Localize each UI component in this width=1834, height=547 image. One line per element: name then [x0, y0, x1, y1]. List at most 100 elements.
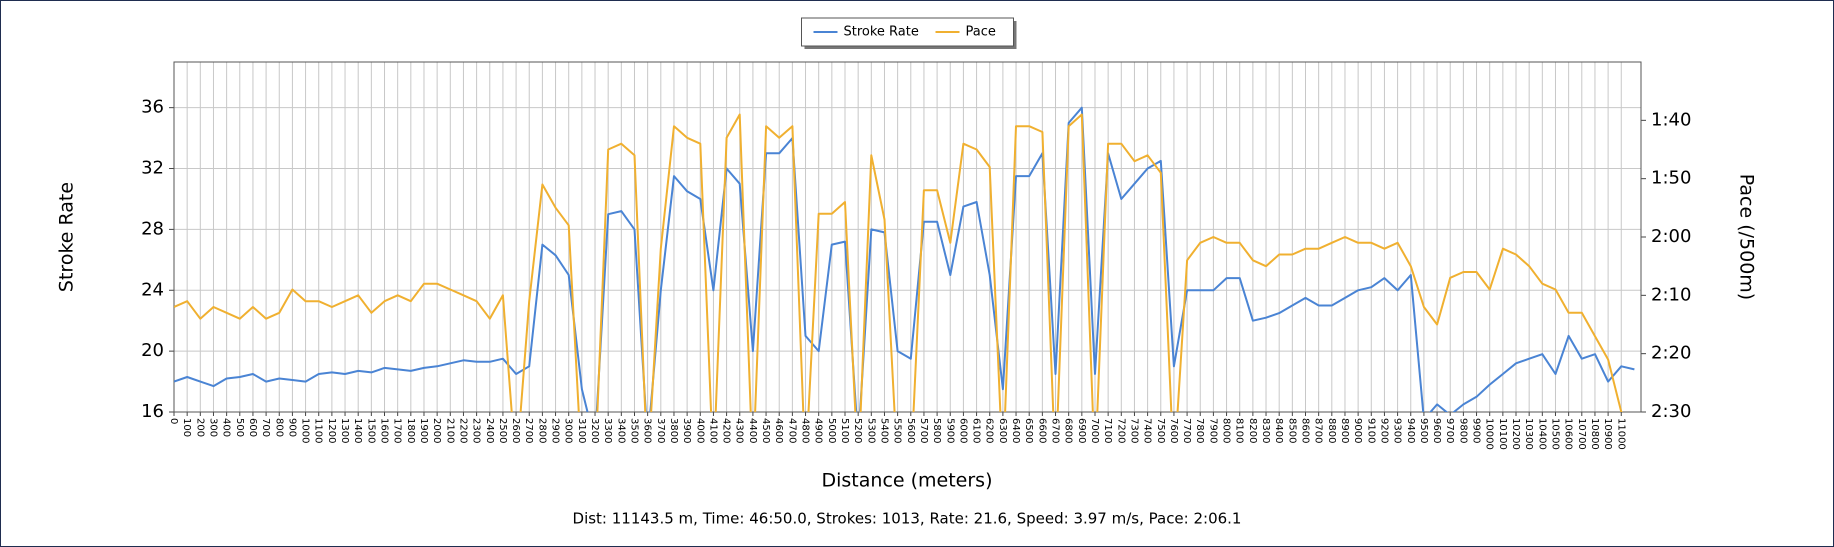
x-tick-label: 7400 — [1142, 418, 1153, 443]
x-tick-label: 6100 — [971, 418, 982, 443]
x-tick-label: 10000 — [1484, 418, 1495, 450]
x-tick-label: 400 — [221, 418, 232, 437]
x-tick-label: 6900 — [1076, 418, 1087, 443]
x-tick-label: 200 — [194, 418, 205, 437]
x-tick-label: 3200 — [589, 418, 600, 443]
x-tick-label: 8600 — [1299, 418, 1310, 443]
x-tick-label: 6700 — [1050, 418, 1061, 443]
x-tick-label: 2400 — [484, 418, 495, 443]
x-tick-label: 2000 — [431, 418, 442, 443]
x-tick-label: 2100 — [444, 418, 455, 443]
y2-tick-label: 2:00 — [1651, 226, 1691, 247]
y-tick-label: 20 — [141, 340, 164, 361]
x-tick-label: 8900 — [1339, 418, 1350, 443]
x-tick-label: 10100 — [1497, 418, 1508, 450]
x-tick-label: 8500 — [1286, 418, 1297, 443]
x-tick-label: 7600 — [1168, 418, 1179, 443]
line-series — [174, 106, 1635, 412]
x-tick-label: 3900 — [681, 418, 692, 443]
x-tick-label: 2600 — [510, 418, 521, 443]
x-tick-label: 3500 — [628, 418, 639, 443]
x-tick-label: 9400 — [1405, 418, 1416, 443]
x-tick-label: 5400 — [878, 418, 889, 443]
x-tick-label: 10400 — [1536, 418, 1547, 450]
x-tick-label: 4300 — [734, 418, 745, 443]
x-tick-label: 4700 — [786, 418, 797, 443]
x-tick-label: 6000 — [957, 418, 968, 443]
x-tick-label: 5200 — [852, 418, 863, 443]
x-tick-label: 4400 — [747, 418, 758, 443]
x-tick-label: 3800 — [668, 418, 679, 443]
summary: Dist: 11143.5 m, Time: 46:50.0, Strokes:… — [573, 510, 1242, 528]
x-tick-label: 2200 — [457, 418, 468, 443]
x-tick-label: 10700 — [1576, 418, 1587, 450]
x-tick-label: 7100 — [1102, 418, 1113, 443]
x-tick-label: 8800 — [1326, 418, 1337, 443]
x-tick-label: 9800 — [1457, 418, 1468, 443]
x-tick-label: 5000 — [826, 418, 837, 443]
x-tick-label: 5800 — [931, 418, 942, 443]
x-tick-label: 2500 — [497, 418, 508, 443]
x-tick-label: 10200 — [1510, 418, 1521, 450]
x-tick-label: 3100 — [576, 418, 587, 443]
x-tick-label: 2300 — [471, 418, 482, 443]
x-tick-label: 6400 — [1010, 418, 1021, 443]
x-tick-label: 900 — [286, 418, 297, 437]
x-tick-label: 1000 — [300, 418, 311, 443]
x-tick-label: 6600 — [1036, 418, 1047, 443]
y2-tick-label: 1:40 — [1651, 109, 1691, 130]
x-tick-label: 800 — [273, 418, 284, 437]
x-tick-label: 8100 — [1234, 418, 1245, 443]
x-tick-label: 10900 — [1602, 418, 1613, 450]
x-tick-label: 1100 — [313, 418, 324, 443]
x-tick-label: 1600 — [379, 418, 390, 443]
x-tick-label: 9200 — [1378, 418, 1389, 443]
x-tick-label: 9100 — [1365, 418, 1376, 443]
x-tick-label: 5700 — [918, 418, 929, 443]
y2-tick-label: 2:30 — [1651, 401, 1691, 422]
x-tick-label: 500 — [234, 418, 245, 437]
x-tick-label: 8700 — [1313, 418, 1324, 443]
x-tick-label: 600 — [247, 418, 258, 437]
x-tick-label: 9300 — [1392, 418, 1403, 443]
x-tick-label: 1900 — [418, 418, 429, 443]
x-tick-label: 6800 — [1063, 418, 1074, 443]
x-tick-label: 3700 — [655, 418, 666, 443]
x-tick-label: 8000 — [1221, 418, 1232, 443]
x-tick-label: 8300 — [1260, 418, 1271, 443]
x-tick-label: 10600 — [1563, 418, 1574, 450]
x-axis-label: Distance (meters) — [822, 470, 993, 492]
x-tick-label: 3400 — [615, 418, 626, 443]
x-tick-label: 10300 — [1523, 418, 1534, 450]
x-tick-label: 10500 — [1549, 418, 1560, 450]
y-tick-label: 28 — [141, 218, 164, 239]
x-tick-label: 5500 — [892, 418, 903, 443]
x-tick-label: 7200 — [1115, 418, 1126, 443]
x-tick-label: 9900 — [1471, 418, 1482, 443]
x-tick-label: 6300 — [997, 418, 1008, 443]
x-tick-label: 5300 — [865, 418, 876, 443]
legend-label: Stroke Rate — [844, 25, 919, 40]
x-tick-label: 1200 — [326, 418, 337, 443]
x-tick-label: 1500 — [365, 418, 376, 443]
y-tick-label: 24 — [141, 279, 164, 300]
x-tick-label: 300 — [207, 418, 218, 437]
x-tick-label: 7900 — [1207, 418, 1218, 443]
plot-border — [173, 61, 1642, 413]
x-tick-label: 4900 — [813, 418, 824, 443]
y2-axis-label: Pace (/500m) — [1736, 174, 1758, 300]
x-tick-label: 6200 — [984, 418, 995, 443]
x-tick-label: 10800 — [1589, 418, 1600, 450]
x-tick-label: 1700 — [392, 418, 403, 443]
x-tick-label: 4500 — [760, 418, 771, 443]
x-tick-label: 7500 — [1155, 418, 1166, 443]
y2-tick-label: 2:20 — [1651, 343, 1691, 364]
x-tick-label: 6500 — [1023, 418, 1034, 443]
x-tick-label: 8400 — [1273, 418, 1284, 443]
x-tick-label: 9700 — [1444, 418, 1455, 443]
x-tick-label: 1300 — [339, 418, 350, 443]
x-tick-label: 2900 — [550, 418, 561, 443]
x-tick-label: 2800 — [536, 418, 547, 443]
